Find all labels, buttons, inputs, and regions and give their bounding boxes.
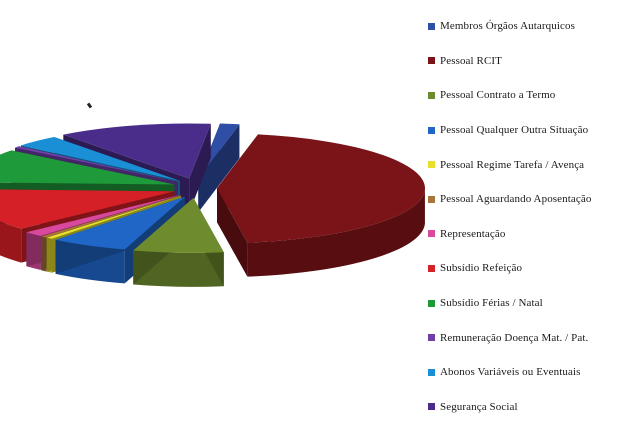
legend-swatch	[428, 230, 435, 238]
legend-label: Abonos Variáveis ou Eventuais	[440, 366, 581, 379]
pie-slice-side	[247, 189, 425, 277]
legend-item-subsidio-ferias-natal: Subsídio Férias / Natal	[428, 286, 625, 321]
legend-swatch	[428, 368, 435, 376]
legend-item-pessoal-rcit: Pessoal RCIT	[428, 44, 625, 79]
pie-slice-top	[133, 197, 224, 253]
legend-swatch	[428, 57, 435, 65]
legend-item-membros-orgaos-autarquicos: Membros Órgãos Autarquicos	[428, 9, 625, 44]
pie-slice-1	[216, 134, 425, 277]
legend-label: Representação	[440, 227, 506, 240]
pie-chart	[0, 123, 425, 287]
pie-slice-top	[26, 195, 180, 236]
legend-label: Pessoal Aguardando Aposentação	[440, 193, 592, 206]
legend-item-representacao: Representação	[428, 217, 625, 252]
legend-label: Subsídio Refeição	[440, 262, 523, 275]
pie-slice-wall	[216, 188, 248, 277]
pie-slice-top	[0, 150, 175, 185]
legend-label: Membros Órgãos Autarquicos	[440, 20, 575, 33]
legend-item-pessoal-aguardando-aposentacao: Pessoal Aguardando Aposentação	[428, 182, 625, 217]
legend-label: Pessoal Regime Tarefa / Avença	[440, 158, 585, 171]
legend-item-remuneracao-doenca: Remuneração Doença Mat. / Pat.	[428, 320, 625, 355]
legend-item-pessoal-contrato-a-termo: Pessoal Contrato a Termo	[428, 78, 625, 113]
pie-slice-wall	[189, 123, 211, 213]
pie-slice-top	[198, 123, 240, 179]
pie-slice-top	[55, 196, 185, 250]
pie-slice-top	[20, 137, 180, 181]
legend-swatch	[428, 334, 435, 342]
pie-slice-wall	[198, 124, 240, 213]
legend-swatch	[428, 195, 435, 203]
pie-slice-side	[0, 221, 22, 263]
legend-item-subsidio-refeicao: Subsídio Refeição	[428, 251, 625, 286]
pie-slice-top	[63, 123, 211, 179]
legend-swatch	[428, 22, 435, 30]
legend-swatch	[428, 264, 435, 272]
legend-label: Pessoal Qualquer Outra Situação	[440, 124, 589, 137]
legend-item-pessoal-qualquer-outra-situacao: Pessoal Qualquer Outra Situação	[428, 113, 625, 148]
chart-legend: Membros Órgãos Autarquicos Pessoal RCIT …	[428, 9, 625, 424]
legend-label: Pessoal RCIT	[440, 54, 503, 67]
pie-slice-top	[41, 195, 181, 238]
legend-item-pessoal-regime-tarefa-avenca: Pessoal Regime Tarefa / Avença	[428, 147, 625, 182]
legend-swatch	[428, 161, 435, 169]
legend-swatch	[428, 299, 435, 307]
legend-label: Subsídio Férias / Natal	[440, 297, 543, 310]
legend-label: Remuneração Doença Mat. / Pat.	[440, 331, 589, 344]
legend-label: Pessoal Contrato a Termo	[440, 89, 556, 102]
pie-slice-top	[14, 146, 178, 182]
legend-item-abonos-variaveis: Abonos Variáveis ou Eventuais	[428, 355, 625, 390]
pie-slice-2	[133, 197, 224, 287]
legend-swatch	[428, 126, 435, 134]
legend-swatch	[428, 91, 435, 99]
pie-slice-0	[198, 123, 240, 213]
pie-slice-top	[46, 195, 182, 239]
pie-slice-top	[0, 189, 175, 229]
pie-slice-top	[216, 134, 425, 243]
